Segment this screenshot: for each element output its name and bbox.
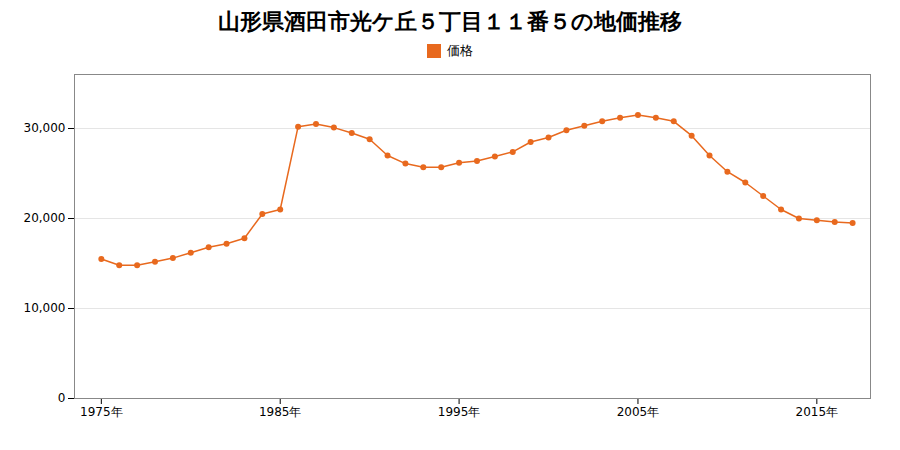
html-text:価格: 価格: [447, 43, 473, 58]
svg-text:1975年: 1975年: [80, 405, 123, 419]
svg-text:1995年: 1995年: [438, 405, 481, 419]
svg-text:2015年: 2015年: [796, 405, 839, 419]
svg-text:20,000: 20,000: [24, 211, 66, 225]
html-text:山形県酒田市光ケ丘５丁目１１番５の地価推移: 山形県酒田市光ケ丘５丁目１１番５の地価推移: [218, 9, 682, 34]
svg-text:1985年: 1985年: [259, 405, 302, 419]
svg-text:10,000: 10,000: [24, 301, 66, 315]
svg-text:2005年: 2005年: [617, 405, 660, 419]
svg-text:0: 0: [58, 391, 66, 405]
svg-text:30,000: 30,000: [24, 121, 66, 135]
